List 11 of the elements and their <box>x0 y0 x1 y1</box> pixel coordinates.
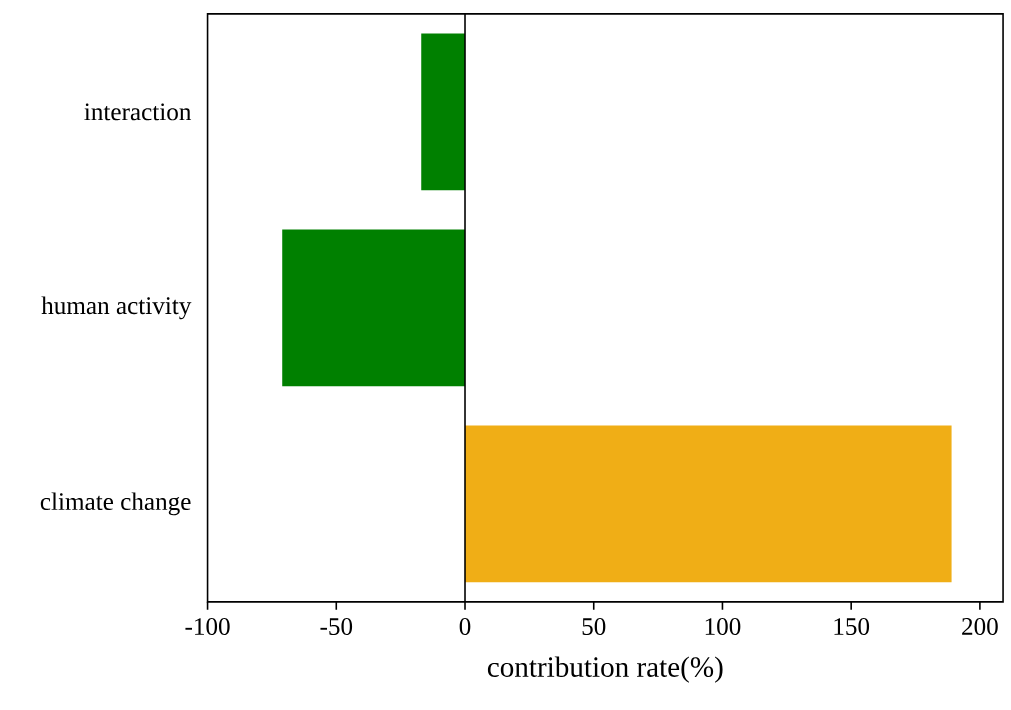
x-tick-label: 100 <box>705 617 741 635</box>
x-tick-label: -100 <box>185 617 230 635</box>
x-tick-label: 200 <box>962 617 998 635</box>
x-tick-label: 150 <box>834 617 870 635</box>
y-tick-label: human activity <box>41 296 192 320</box>
y-tick-label: interaction <box>84 103 192 121</box>
x-axis-title: contribution rate(%) <box>487 656 723 683</box>
x-tick-label: 50 <box>582 617 606 635</box>
x-tick-label: 0 <box>459 617 471 635</box>
y-tick-label: climate change <box>40 492 191 516</box>
x-tick-label: -50 <box>320 617 353 635</box>
